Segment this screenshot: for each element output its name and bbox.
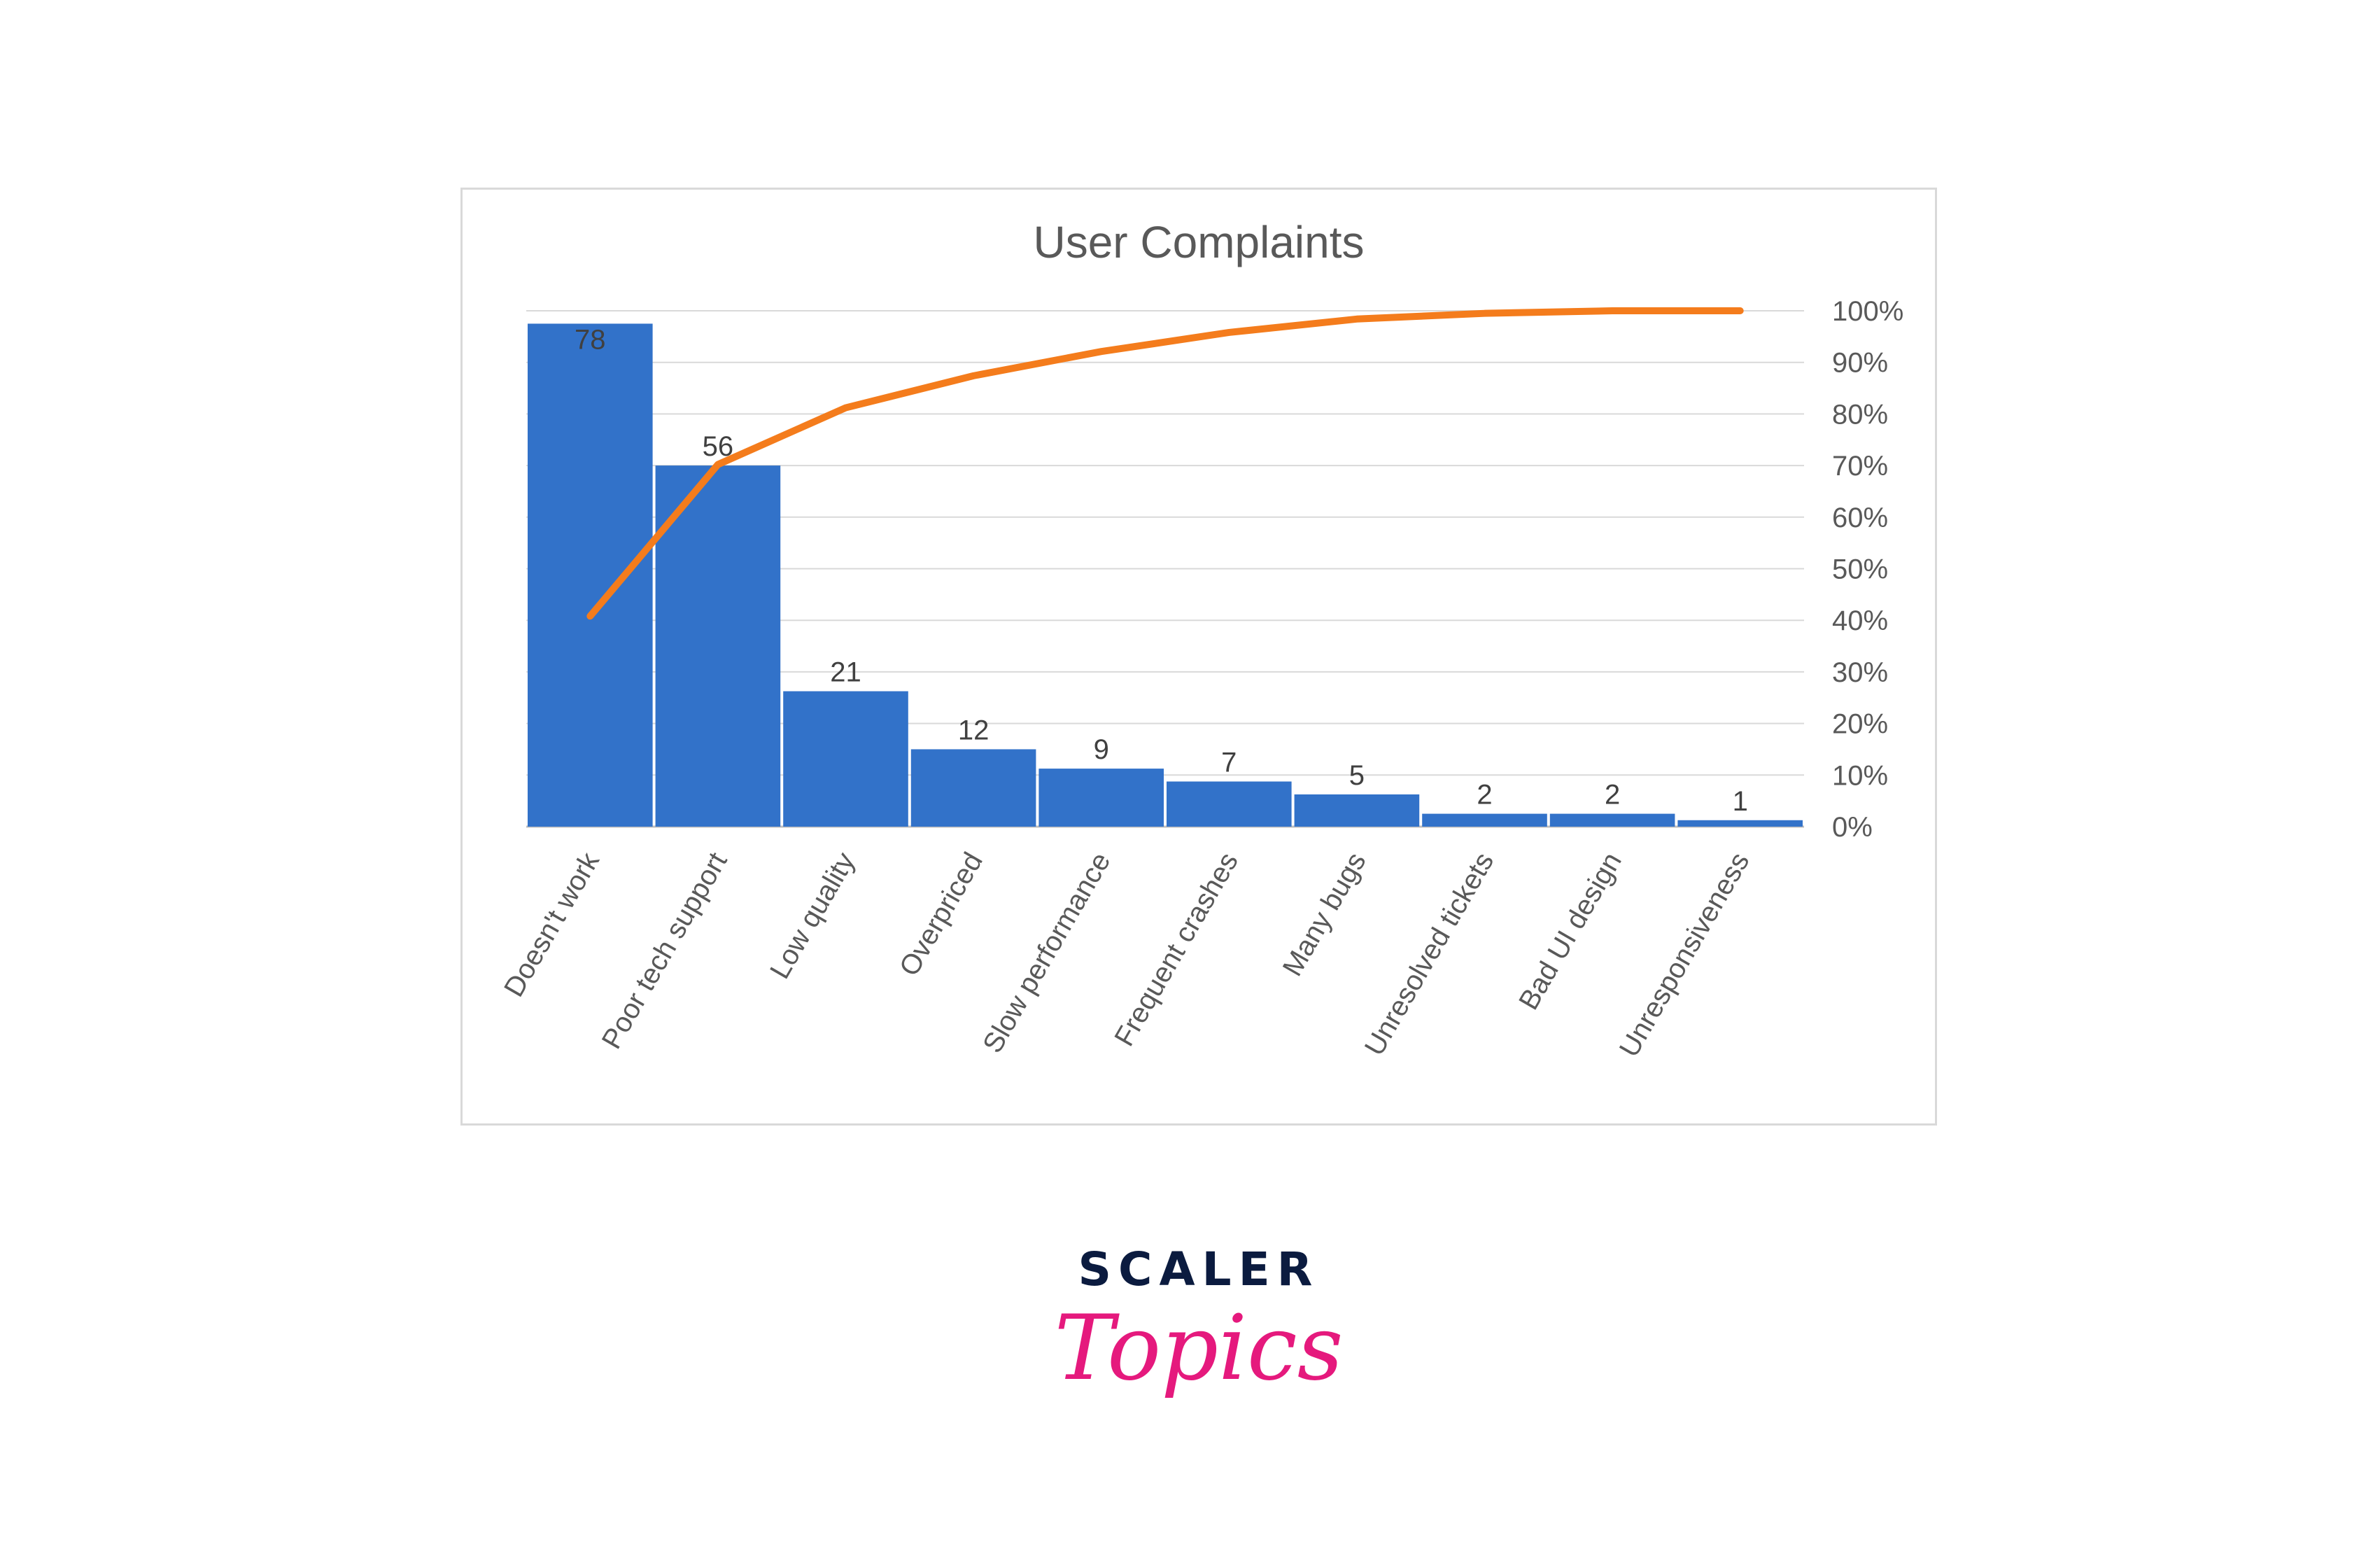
bar-data-label: 56 (703, 431, 734, 462)
category-label: Unresponsiveness (1614, 848, 1756, 1063)
bar (1167, 781, 1292, 827)
bar-data-label: 2 (1605, 780, 1620, 811)
category-label: Poor tech support (596, 848, 733, 1054)
bar (1038, 769, 1164, 827)
category-label: Unresolved tickets (1359, 848, 1500, 1061)
bar-data-label: 9 (1094, 734, 1109, 765)
category-label: Many bugs (1277, 847, 1372, 981)
bar-data-label: 5 (1349, 760, 1365, 791)
y2-tick-label: 60% (1832, 503, 1888, 533)
y2-tick-label: 40% (1832, 605, 1888, 636)
secondary-axis-ticks: 0% 10% 20% 30% 40% 50% 60% 70% 80% 90% 100% (1832, 296, 1903, 843)
y2-tick-label: 20% (1832, 709, 1888, 740)
bar (528, 323, 653, 827)
scaler-topics-logo: SCALER Topics (1055, 1242, 1344, 1401)
cumulative-line (586, 307, 1744, 620)
category-label: Overpriced (894, 848, 989, 981)
bar (910, 749, 1036, 827)
bar (1677, 820, 1803, 827)
category-label: Low quality (764, 848, 861, 984)
y2-tick-label: 100% (1832, 296, 1903, 327)
y2-tick-label: 80% (1832, 399, 1888, 430)
bar (1422, 813, 1547, 827)
bar (1549, 813, 1675, 827)
bar-data-label: 1 (1733, 786, 1748, 817)
bar-data-label: 12 (958, 715, 990, 745)
bars (528, 323, 1803, 827)
y2-tick-label: 50% (1832, 554, 1888, 585)
cumulative-percentage-line (586, 307, 1744, 620)
y2-tick-label: 70% (1832, 451, 1888, 482)
bar (655, 465, 781, 827)
category-label: Slow performance (977, 848, 1116, 1058)
y2-tick-label: 10% (1832, 760, 1888, 791)
y2-tick-label: 30% (1832, 657, 1888, 688)
bar-data-label: 21 (830, 657, 861, 688)
bar (1294, 794, 1420, 827)
logo-bottom-text: Topics (1055, 1296, 1344, 1401)
chart-title: User Complaints (1033, 217, 1364, 267)
category-label: Bad UI design (1513, 848, 1628, 1016)
bar (783, 691, 908, 827)
y2-tick-label: 90% (1832, 348, 1888, 379)
bar-data-label: 7 (1221, 748, 1237, 778)
logo-top-text: SCALER (1078, 1242, 1319, 1296)
category-label: Doesn't work (498, 847, 606, 1002)
y2-tick-label: 0% (1832, 812, 1873, 843)
bar-data-label: 78 (575, 324, 606, 355)
bar-data-label: 2 (1477, 780, 1492, 811)
category-label: Frequent crashes (1108, 848, 1244, 1052)
